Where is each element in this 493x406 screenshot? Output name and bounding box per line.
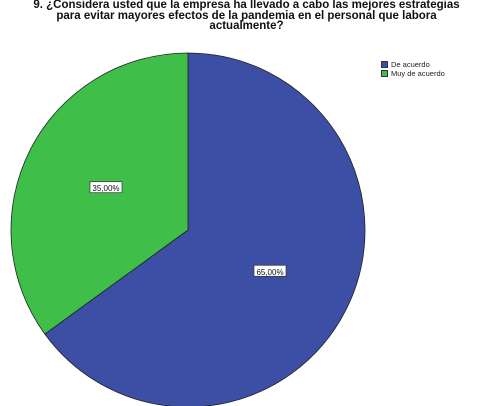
chart-title: 9. ¿Considera usted que la empresa ha ll… [0, 0, 493, 32]
legend-item-de-acuerdo: De acuerdo [381, 60, 445, 69]
data-label-box-muy-de-acuerdo [89, 181, 123, 194]
legend-label-de-acuerdo: De acuerdo [391, 60, 430, 69]
data-label-box-de-acuerdo [253, 264, 287, 277]
legend-swatch-de-acuerdo [381, 61, 388, 68]
chart-title-line-1: 9. ¿Considera usted que la empresa ha ll… [33, 0, 460, 11]
legend-item-muy-de-acuerdo: Muy de acuerdo [381, 69, 445, 78]
legend-label-muy-de-acuerdo: Muy de acuerdo [391, 69, 445, 78]
data-label-text-de-acuerdo: 65,00% [256, 268, 283, 277]
data-label-de-acuerdo: 65,00% [253, 264, 287, 277]
chart-title-line-2: para evitar mayores efectos de la pandem… [56, 9, 437, 22]
legend-swatch-muy-de-acuerdo [381, 70, 388, 77]
pie-slice-de-acuerdo [44, 52, 366, 406]
chart-title-line-3: actualmente? [209, 20, 284, 32]
legend: De acuerdo Muy de acuerdo [381, 60, 445, 78]
data-label-text-muy-de-acuerdo: 35,00% [92, 184, 119, 193]
data-label-muy-de-acuerdo: 35,00% [89, 181, 123, 194]
pie-slice-muy-de-acuerdo [10, 52, 189, 335]
